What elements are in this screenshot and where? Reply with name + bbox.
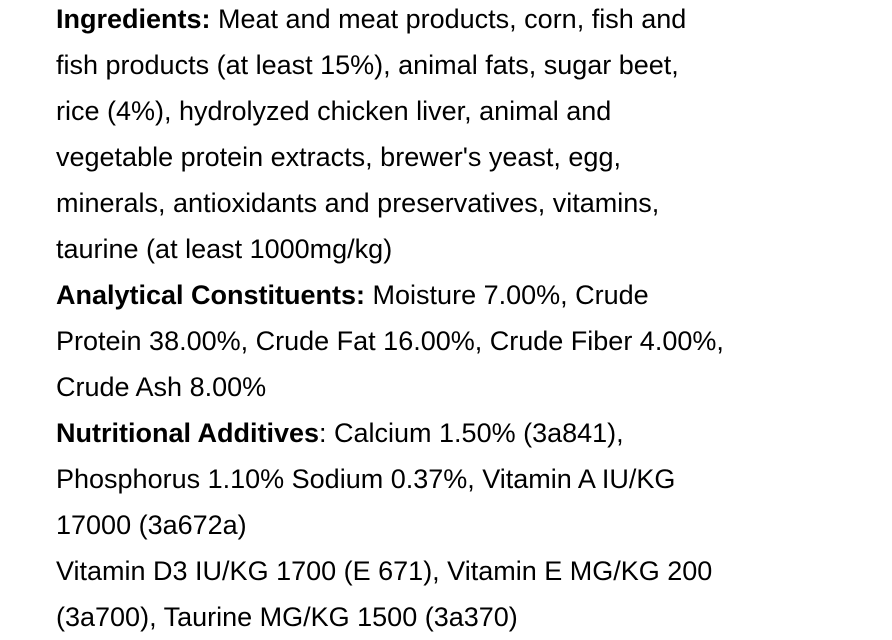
additives-line: Phosphorus 1.10% Sodium 0.37%, Vitamin A… <box>56 464 676 494</box>
analytical-text: Moisture 7.00%, Crude <box>365 280 649 310</box>
additives-line: 17000 (3a672a) <box>56 510 247 540</box>
analytical-line: Analytical Constituents: Moisture 7.00%,… <box>56 272 724 318</box>
ingredients-line: vegetable protein extracts, brewer's yea… <box>56 142 621 172</box>
ingredients-line: taurine (at least 1000mg/kg) <box>56 234 393 264</box>
additives-text: : Calcium 1.50% (3a841), <box>319 418 624 448</box>
additives-line: (3a700), Taurine MG/KG 1500 (3a370) <box>56 602 518 632</box>
additives-line: Vitamin D3 IU/KG 1700 (E 671), Vitamin E… <box>56 556 713 586</box>
analytical-heading: Analytical Constituents: <box>56 280 366 310</box>
ingredients-line: fish products (at least 15%), animal fat… <box>56 50 679 80</box>
ingredients-heading: Ingredients: <box>56 4 211 34</box>
ingredients-line: minerals, antioxidants and preservatives… <box>56 188 660 218</box>
additives-heading: Nutritional Additives <box>56 418 320 448</box>
ingredients-line: rice (4%), hydrolyzed chicken liver, ani… <box>56 96 612 126</box>
ingredient-label-text: Ingredients: Meat and meat products, cor… <box>56 0 724 640</box>
analytical-line: Protein 38.00%, Crude Fat 16.00%, Crude … <box>56 326 724 356</box>
ingredients-line: Ingredients: Meat and meat products, cor… <box>56 0 724 42</box>
additives-line: Nutritional Additives: Calcium 1.50% (3a… <box>56 410 724 456</box>
analytical-line: Crude Ash 8.00% <box>56 372 267 402</box>
ingredients-text: Meat and meat products, corn, fish and <box>210 4 687 34</box>
